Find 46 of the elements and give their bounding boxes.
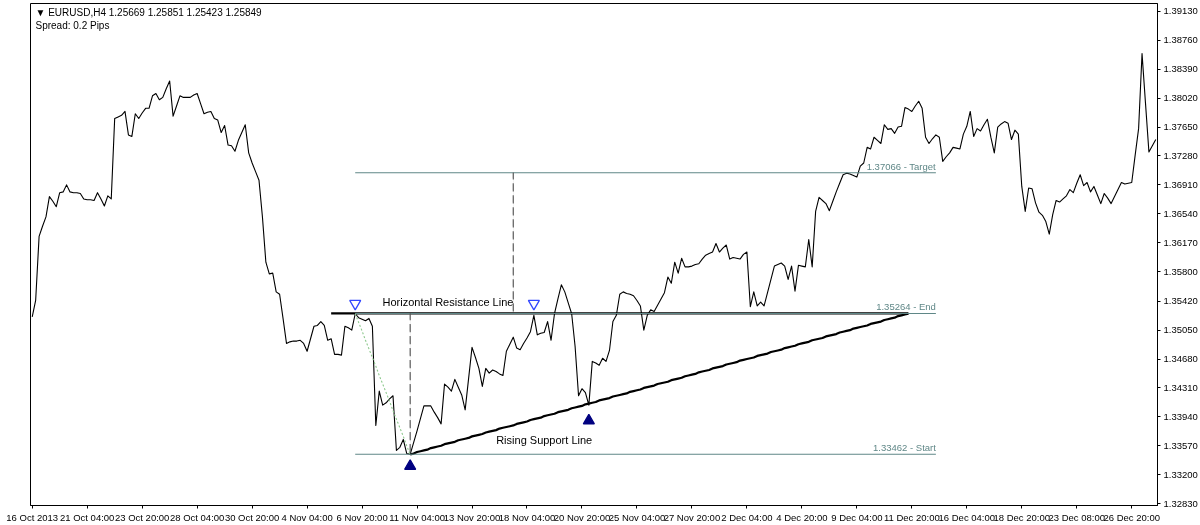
series-label: Horizontal Resistance Line: [382, 296, 514, 309]
series-label: 1.37066 - Target: [866, 160, 937, 172]
y-tick-label: 1.34310: [1163, 381, 1198, 393]
x-tick-label: 16 Oct 2013: [6, 511, 59, 523]
y-tick-label: 1.36910: [1163, 178, 1198, 190]
x-tick-label: 18 Dec 20:00: [993, 511, 1051, 523]
x-tick-label: 9 Dec 04:00: [831, 511, 883, 523]
x-tick-label: 28 Oct 04:00: [169, 511, 225, 523]
x-tick-label: 6 Nov 20:00: [336, 511, 388, 523]
y-tick-label: 1.37280: [1163, 149, 1198, 161]
y-tick-label: 1.33570: [1163, 439, 1198, 451]
x-tick-label: 30 Oct 20:00: [224, 511, 280, 523]
series-label: Rising Support Line: [496, 434, 593, 447]
y-tick-label: 1.32830: [1163, 497, 1198, 509]
y-tick-label: 1.34680: [1163, 353, 1198, 365]
y-tick-label: 1.38390: [1163, 63, 1198, 75]
y-tick-label: 1.35050: [1163, 324, 1198, 336]
x-tick-label: 13 Nov 20:00: [443, 511, 501, 523]
x-tick-label: 11 Dec 20:00: [883, 511, 940, 523]
x-tick-label: 11 Nov 04:00: [389, 511, 445, 523]
y-tick-label: 1.33940: [1163, 410, 1198, 422]
series-label: 1.35264 - End: [876, 301, 936, 313]
y-tick-label: 1.35420: [1163, 295, 1198, 307]
text: Spread: 0.2 Pips: [35, 19, 110, 31]
x-tick-label: 23 Dec 08:00: [1048, 511, 1106, 523]
x-tick-label: 18 Nov 04:00: [498, 511, 556, 523]
x-tick-label: 16 Dec 04:00: [938, 511, 996, 523]
x-tick-label: 23 Oct 20:00: [114, 511, 170, 523]
x-tick-label: 20 Nov 20:00: [553, 511, 611, 523]
y-tick-label: 1.37650: [1163, 121, 1198, 133]
y-tick-label: 1.35800: [1163, 265, 1198, 277]
y-tick-label: 1.36540: [1163, 207, 1198, 219]
x-tick-label: 21 Oct 04:00: [59, 511, 115, 523]
y-tick-label: 1.38760: [1163, 34, 1198, 46]
x-tick-label: 25 Nov 04:00: [608, 511, 666, 523]
y-tick-label: 1.38020: [1163, 92, 1198, 104]
y-tick-label: 1.39130: [1163, 5, 1198, 17]
x-tick-label: 2 Dec 04:00: [721, 511, 773, 523]
x-tick-label: 4 Nov 04:00: [281, 511, 333, 523]
x-tick-label: 4 Dec 20:00: [776, 511, 828, 523]
y-tick-label: 1.36170: [1163, 236, 1198, 248]
x-tick-label: 27 Nov 20:00: [663, 511, 721, 523]
y-tick-label: 1.33200: [1163, 468, 1198, 480]
chart-title: ▼ EURUSD,H4 1.25669 1.25851 1.25423 1.25849: [35, 6, 263, 18]
series-label: 1.33462 - Start: [873, 442, 937, 454]
x-tick-label: 26 Dec 20:00: [1103, 511, 1160, 523]
